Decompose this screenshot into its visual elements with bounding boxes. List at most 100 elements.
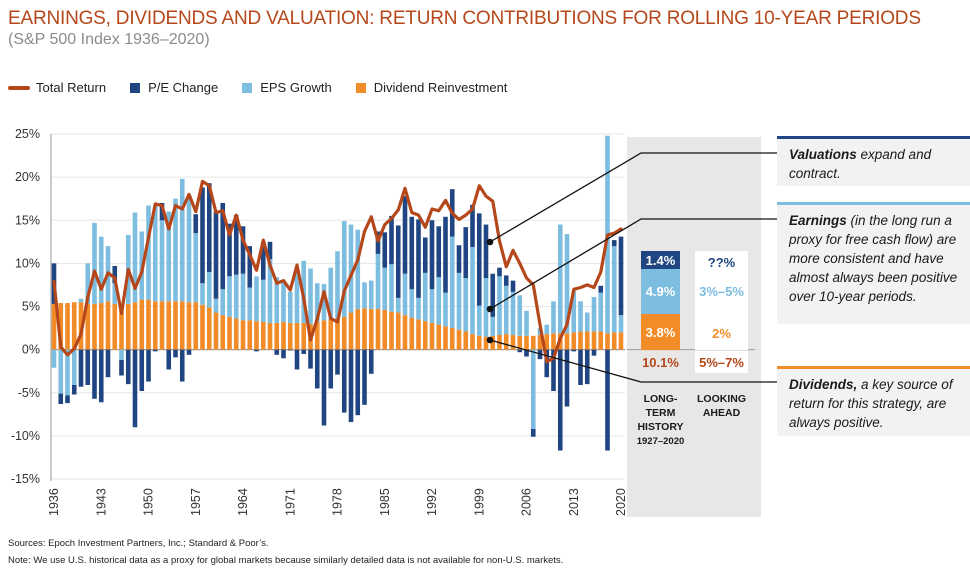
y-tick-label: 10% — [15, 256, 40, 270]
dividend-bar — [71, 302, 77, 350]
pe-bar — [416, 219, 421, 298]
dividend-bar — [85, 303, 91, 350]
eps-bar — [429, 289, 435, 323]
callout-text: a key source of return for this strategy… — [789, 377, 953, 430]
eps-bar — [308, 268, 313, 324]
dividend-bar — [456, 329, 462, 350]
dividend-bar — [490, 335, 496, 350]
long-term-total: 10.1% — [633, 351, 688, 373]
callout-earnings: Earnings (in the long run a proxy for fr… — [777, 202, 970, 324]
pe-bar — [132, 349, 138, 428]
dividend-bar — [618, 332, 624, 350]
legend-item-dividend: Dividend Reinvestment — [355, 80, 507, 95]
total-return-line-icon — [8, 85, 30, 90]
dividend-bar — [409, 317, 415, 350]
pe-bar — [98, 349, 104, 403]
pe-bar — [159, 203, 165, 221]
eps-bar — [503, 285, 509, 335]
dividend-bar — [58, 303, 64, 350]
dividend-bar — [402, 315, 408, 350]
pe-bar — [605, 349, 610, 451]
dividend-bar — [348, 312, 354, 350]
pe-bar — [233, 215, 239, 275]
pe-bar — [510, 280, 516, 292]
pe-bar — [341, 349, 347, 413]
long-term-total-value: 10.1% — [642, 354, 679, 370]
dividend-bar — [321, 320, 327, 350]
eps-bar — [227, 276, 232, 317]
x-tick-label: 1992 — [425, 488, 439, 516]
dividend-bar — [544, 334, 550, 350]
dividend-bar — [483, 336, 489, 350]
dividend-bar — [233, 318, 239, 350]
pe-bar — [429, 220, 435, 290]
eps-bar — [247, 287, 253, 321]
eps-bar — [233, 274, 239, 319]
label-line: LONG- — [643, 393, 678, 405]
eps-bar — [341, 221, 347, 317]
legend-item-eps-growth: EPS Growth — [242, 80, 332, 95]
eps-bar — [551, 301, 556, 334]
eps-bar — [119, 349, 124, 360]
pe-bar — [314, 349, 320, 389]
eps-bar — [483, 278, 489, 337]
dividend-bar — [112, 303, 118, 350]
eps-bar — [382, 267, 388, 310]
pe-bar — [395, 225, 401, 298]
footer-note: Note: We use U.S. historical data as a p… — [8, 555, 564, 566]
pe-bar — [564, 349, 570, 407]
eps-bar — [449, 236, 455, 329]
pe-bar — [152, 349, 158, 352]
dividend-bar — [470, 334, 475, 350]
legend-item-total-return: Total Return — [8, 80, 106, 95]
pe-bar — [402, 196, 408, 274]
eps-bar — [254, 276, 259, 322]
eps-bar — [362, 282, 367, 309]
dividend-bar — [605, 333, 610, 350]
callout-text: (in the long run a proxy for free cash f… — [789, 213, 958, 304]
pe-bar — [348, 349, 354, 423]
label-line: HISTORY — [637, 421, 684, 433]
eps-bar — [355, 229, 361, 310]
pe-bar — [470, 204, 475, 247]
x-tick-label: 1957 — [189, 488, 203, 516]
pe-bar — [260, 241, 266, 280]
total-return-line — [52, 179, 623, 364]
dividend-bar — [166, 301, 172, 350]
pe-bar — [294, 349, 300, 370]
dividend-bar — [389, 311, 394, 350]
eps-bar — [206, 272, 212, 308]
dividend-bar — [335, 318, 340, 350]
eps-bar — [395, 297, 401, 313]
pe-bar — [200, 187, 205, 284]
dividend-bar — [422, 321, 428, 350]
x-tick-label: 1964 — [236, 488, 250, 516]
eps-bar — [267, 259, 273, 323]
dividend-bar — [254, 321, 259, 350]
eps-bar — [58, 349, 64, 394]
dividend-bar — [51, 303, 57, 350]
pe-bar — [125, 349, 131, 385]
pe-bar — [456, 245, 462, 273]
leader-dot — [486, 336, 494, 344]
pe-bar — [139, 349, 145, 392]
pe-bar — [240, 226, 246, 274]
label-line: TERM — [645, 407, 676, 419]
pe-bar — [591, 349, 597, 356]
dividend-bar — [436, 324, 442, 350]
x-tick-label: 1985 — [378, 488, 392, 516]
eps-bar — [368, 280, 374, 310]
pe-bar — [173, 349, 178, 358]
label-line: AHEAD — [702, 407, 741, 419]
eps-bar — [490, 316, 496, 336]
callout-bold: Valuations — [789, 147, 857, 162]
dividend-bar — [611, 332, 617, 350]
long-term-label: LONG- TERM HISTORY 1927–2020 — [633, 392, 688, 449]
pe-bar — [274, 349, 280, 355]
eps-bar — [240, 273, 246, 321]
long-term-div-box: 3.8% — [641, 314, 680, 350]
chart-plot: 25% 20% 15% 10% 5% 0% -5% -10% -15% 1936 1943 1950 1… — [11, 127, 777, 516]
dividend-bar — [537, 334, 543, 350]
pe-bar — [490, 273, 496, 317]
dividend-bar — [287, 322, 293, 350]
